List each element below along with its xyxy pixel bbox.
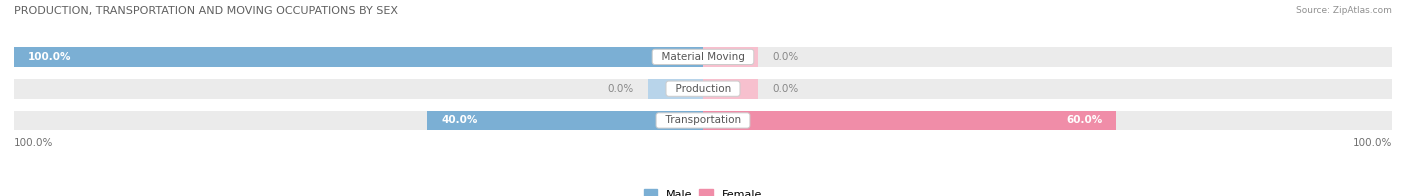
Bar [427, 111, 703, 130]
Text: Material Moving: Material Moving [655, 52, 751, 62]
Text: 100.0%: 100.0% [14, 138, 53, 148]
Bar [703, 47, 758, 67]
Text: 0.0%: 0.0% [607, 84, 634, 94]
Text: Transportation: Transportation [658, 115, 748, 125]
Text: 60.0%: 60.0% [1066, 115, 1102, 125]
Bar [14, 111, 1392, 130]
Bar [14, 47, 1392, 67]
Text: 100.0%: 100.0% [28, 52, 72, 62]
Text: Production: Production [669, 84, 737, 94]
Text: Source: ZipAtlas.com: Source: ZipAtlas.com [1296, 6, 1392, 15]
Text: PRODUCTION, TRANSPORTATION AND MOVING OCCUPATIONS BY SEX: PRODUCTION, TRANSPORTATION AND MOVING OC… [14, 6, 398, 16]
Legend: Male, Female: Male, Female [644, 190, 762, 196]
Text: 0.0%: 0.0% [772, 52, 799, 62]
Bar [703, 79, 758, 99]
Bar [648, 79, 703, 99]
Bar [14, 79, 1392, 99]
Text: 0.0%: 0.0% [772, 84, 799, 94]
Bar [703, 111, 1116, 130]
Bar [14, 47, 703, 67]
Text: 40.0%: 40.0% [441, 115, 478, 125]
Text: 100.0%: 100.0% [1353, 138, 1392, 148]
